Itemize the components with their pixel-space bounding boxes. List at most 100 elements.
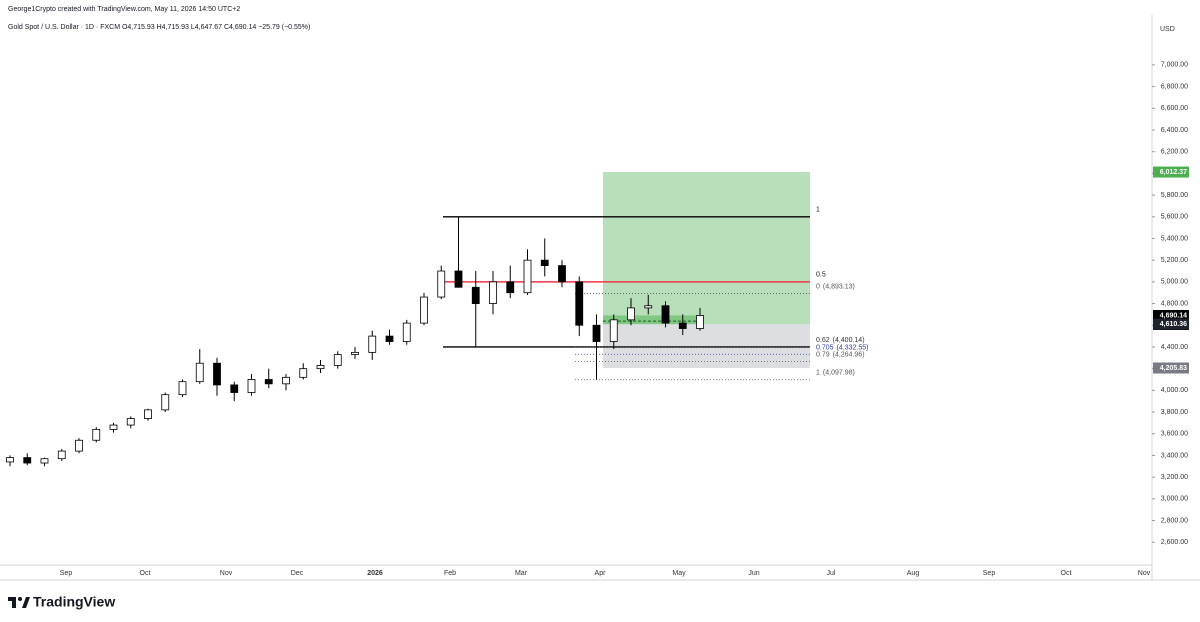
y-tick-label: 6,200.00	[1161, 149, 1188, 156]
candle-body	[316, 364, 325, 370]
stop-zone	[603, 324, 810, 369]
candle-body	[213, 362, 221, 386]
price-tag-label: 4,610.36	[1160, 321, 1187, 328]
candle-body	[264, 379, 273, 385]
y-tick-label: 5,000.00	[1161, 279, 1188, 286]
candle-body	[523, 259, 532, 294]
fib-price: (4,097.98)	[823, 370, 855, 377]
candle-body	[23, 457, 32, 464]
candle-body	[6, 457, 14, 463]
fib-level-label: 1 (4,097.98)	[816, 370, 855, 377]
candle-body	[402, 322, 411, 342]
x-tick-label: Mar	[515, 570, 528, 577]
y-tick-label: 3,200.00	[1161, 474, 1188, 481]
fib-level-label: 0.62 (4,400.14)	[816, 337, 865, 344]
x-tick-label: Sep	[983, 570, 996, 577]
x-tick-label: Feb	[444, 570, 456, 577]
y-tick-label: 3,800.00	[1161, 409, 1188, 416]
candle-body	[592, 324, 601, 342]
candle-body	[75, 439, 83, 452]
candle-body	[368, 335, 377, 353]
candle-body	[195, 362, 204, 383]
candle-body	[161, 394, 170, 411]
currency: USD	[1160, 26, 1175, 33]
x-tick-label: 2026	[367, 570, 383, 577]
candle-body	[333, 354, 342, 366]
fib-ratio: 0	[816, 283, 820, 290]
candle-body	[454, 270, 463, 288]
x-tick-label: Jul	[827, 570, 836, 577]
price-tag	[1153, 166, 1189, 178]
candle-body	[575, 281, 584, 326]
x-tick-label: Oct	[1061, 570, 1072, 577]
candle-body	[144, 409, 152, 419]
y-tick-label: 4,800.00	[1161, 300, 1188, 307]
target-zone	[603, 172, 810, 325]
candle-body	[57, 450, 66, 460]
candle-body	[661, 305, 670, 324]
y-tick-label: 4,000.00	[1161, 387, 1188, 394]
candle-body	[609, 319, 618, 342]
x-tick-label: Nov	[1138, 570, 1151, 577]
fib-level-label: 0.79 (4,264.96)	[816, 351, 865, 358]
fib-price: (4,400.14)	[833, 337, 865, 344]
y-tick-label: 4,400.00	[1161, 344, 1188, 351]
y-tick-label: 2,800.00	[1161, 517, 1188, 524]
fib-ratio: 0.79	[816, 351, 830, 358]
price-tag	[1153, 362, 1189, 374]
candle-body	[506, 281, 515, 294]
candle-body	[489, 281, 497, 304]
fib-level-label: 0 (4,893.13)	[816, 283, 855, 290]
candle-body	[92, 428, 101, 441]
logo	[8, 597, 30, 608]
x-tick-label: Dec	[291, 570, 304, 577]
fib-price: (4,264.96)	[833, 351, 865, 358]
candle-body	[471, 286, 480, 304]
fib-level-label: 0.705 (4,332.55)	[816, 344, 868, 351]
price-tag	[1153, 318, 1189, 330]
candle-body	[540, 259, 549, 266]
x-tick-label: Nov	[220, 570, 233, 577]
price-tag-label: 6,012.37	[1160, 169, 1187, 176]
price-tag-label: 4,690.14	[1160, 312, 1187, 319]
fib-ratio: 1	[816, 370, 820, 377]
symbol-legend: Gold Spot / U.S. Dollar · 1D · FXCM O4,7…	[8, 24, 310, 31]
candle-body	[627, 307, 635, 321]
candle-body	[351, 351, 359, 355]
candle-body	[678, 322, 687, 329]
candle-body	[299, 368, 308, 378]
x-tick-label: Apr	[595, 570, 607, 577]
candle-body	[696, 315, 704, 329]
candle-body	[178, 381, 187, 396]
fib-label: 1	[816, 207, 820, 214]
fib-price: (4,332.55)	[837, 344, 869, 351]
fib-label: 0.5	[816, 272, 826, 279]
x-tick-label: Jun	[748, 570, 759, 577]
candle-body	[420, 296, 428, 324]
y-tick-label: 3,400.00	[1161, 452, 1188, 459]
candle-body	[644, 305, 653, 309]
fib-ratio: 0.705	[816, 344, 834, 351]
y-tick-label: 5,600.00	[1161, 214, 1188, 221]
x-tick-label: Oct	[140, 570, 151, 577]
candle-body	[558, 265, 566, 283]
candle-body	[230, 384, 239, 393]
candle-body	[247, 379, 256, 393]
open-pnl	[603, 315, 703, 325]
x-tick-label: Sep	[60, 570, 73, 577]
y-tick-label: 2,600.00	[1161, 539, 1188, 546]
candle-body	[385, 335, 394, 342]
x-tick-label: May	[672, 570, 686, 577]
fib-price: (4,893.13)	[823, 283, 855, 290]
x-tick-label: Aug	[907, 570, 920, 577]
y-tick-label: 3,000.00	[1161, 496, 1188, 503]
candle-body	[126, 418, 135, 426]
y-tick-label: 6,800.00	[1161, 83, 1188, 90]
candle-body	[40, 458, 49, 464]
y-tick-label: 3,600.00	[1161, 431, 1188, 438]
y-tick-label: 5,800.00	[1161, 192, 1188, 199]
candle-body	[109, 424, 118, 430]
price-tag-label: 4,205.83	[1160, 365, 1187, 372]
candle-body	[437, 270, 446, 298]
